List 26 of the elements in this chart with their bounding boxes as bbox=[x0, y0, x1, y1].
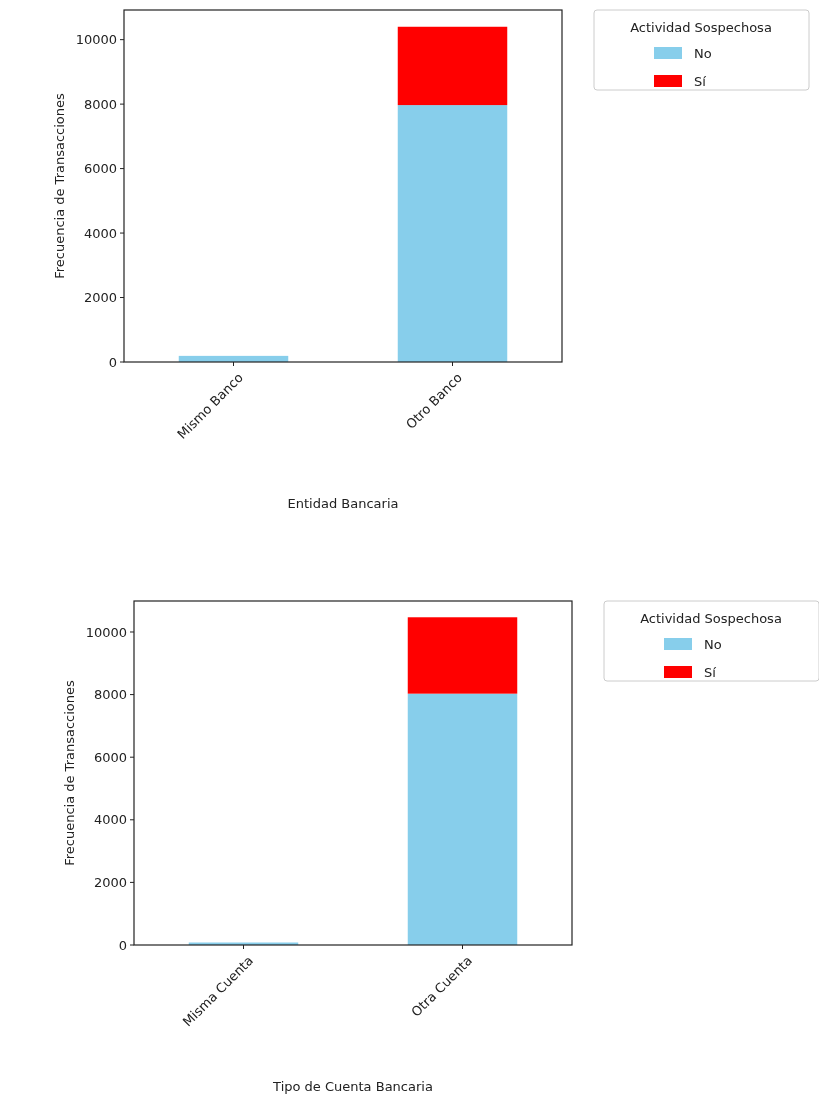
bar bbox=[397, 105, 508, 362]
legend-label: No bbox=[694, 45, 712, 61]
y-tick-label: 6000 bbox=[93, 749, 127, 765]
legend-label: Sí bbox=[694, 73, 707, 89]
y-tick-label: 10000 bbox=[85, 624, 127, 640]
x-axis-title: Tipo de Cuenta Bancaria bbox=[272, 1079, 433, 1094]
y-tick-label: 4000 bbox=[83, 225, 117, 241]
y-tick-label: 6000 bbox=[83, 161, 117, 177]
x-axis-title: Entidad Bancaria bbox=[287, 496, 399, 511]
legend-title: Actividad Sospechosa bbox=[640, 611, 782, 626]
legend-label: No bbox=[704, 636, 722, 652]
legend-title: Actividad Sospechosa bbox=[630, 20, 772, 35]
bar bbox=[407, 693, 518, 945]
legend-label: Sí bbox=[704, 664, 717, 680]
y-tick-label: 0 bbox=[108, 354, 117, 370]
y-tick-label: 0 bbox=[118, 937, 127, 953]
y-axis-title: Frecuencia de Transacciones bbox=[62, 679, 77, 866]
y-tick-label: 8000 bbox=[83, 96, 117, 112]
y-tick-label: 10000 bbox=[75, 32, 117, 48]
y-axis-title: Frecuencia de Transacciones bbox=[52, 92, 67, 279]
bar bbox=[397, 26, 508, 106]
y-tick-label: 2000 bbox=[93, 874, 127, 890]
bar bbox=[407, 617, 518, 694]
y-tick-label: 4000 bbox=[93, 812, 127, 828]
y-tick-label: 8000 bbox=[93, 687, 127, 703]
y-tick-label: 2000 bbox=[83, 290, 117, 306]
